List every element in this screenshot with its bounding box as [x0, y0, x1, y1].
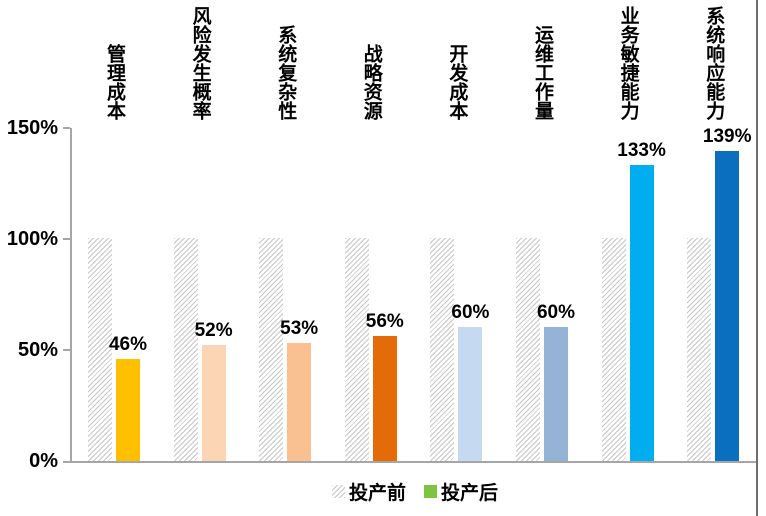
bar-value-label: 46%: [108, 334, 148, 355]
legend-after-label: 投产后: [441, 483, 499, 504]
legend: 投产前 投产后: [332, 478, 498, 505]
category-label: 系统复杂性: [275, 25, 297, 120]
category-label: 运维工作量: [532, 25, 553, 120]
axis-tick: [63, 349, 70, 351]
bar-after: [201, 345, 226, 461]
legend-after-swatch: [424, 485, 438, 498]
y-axis-tick-label: 100%: [6, 228, 58, 250]
bar-value-label: 53%: [280, 318, 319, 339]
bar-value-label: 133%: [617, 140, 666, 161]
y-axis-tick-label: 0%: [29, 450, 58, 472]
bar-before: [344, 238, 369, 461]
bar-value-label: 52%: [194, 320, 233, 341]
category-label: 管理成本: [104, 44, 125, 120]
bar-before: [430, 238, 455, 461]
bar-after: [458, 327, 483, 461]
legend-item-after: 投产后: [424, 478, 498, 505]
bar-value-label: 60%: [451, 302, 490, 323]
bar-before: [259, 238, 284, 461]
y-axis-line: [70, 128, 72, 463]
category-label: 开发成本: [446, 44, 468, 120]
legend-before-swatch: [332, 485, 345, 498]
category-label: 业务敏捷能力: [617, 6, 639, 120]
category-label: 系统响应能力: [703, 6, 725, 120]
bar-after: [715, 151, 740, 461]
category-label: 风险发生概率: [189, 6, 211, 120]
bar-after: [629, 165, 654, 461]
bar-before: [173, 238, 198, 461]
bar-before: [88, 238, 112, 461]
bar-before: [601, 238, 626, 461]
bar-value-label: 56%: [365, 311, 404, 332]
axis-tick: [63, 238, 70, 240]
bar-after: [116, 359, 140, 461]
x-axis-line: [70, 461, 758, 463]
bar-after: [544, 327, 568, 461]
y-axis-tick-label: 150%: [6, 117, 58, 139]
axis-tick: [63, 127, 70, 129]
y-axis-tick-label: 50%: [17, 339, 58, 361]
bar-before: [687, 238, 712, 461]
bar-value-label: 60%: [536, 302, 576, 323]
axis-tick: [63, 461, 70, 463]
bar-value-label: 139%: [702, 126, 752, 147]
right-border-line: [756, 0, 758, 516]
bar-before: [516, 238, 540, 461]
legend-before-label: 投产前: [349, 483, 407, 504]
category-label: 战略资源: [360, 44, 382, 120]
legend-item-before: 投产前: [332, 478, 406, 505]
bar-after: [287, 343, 312, 461]
bar-after: [372, 336, 397, 461]
